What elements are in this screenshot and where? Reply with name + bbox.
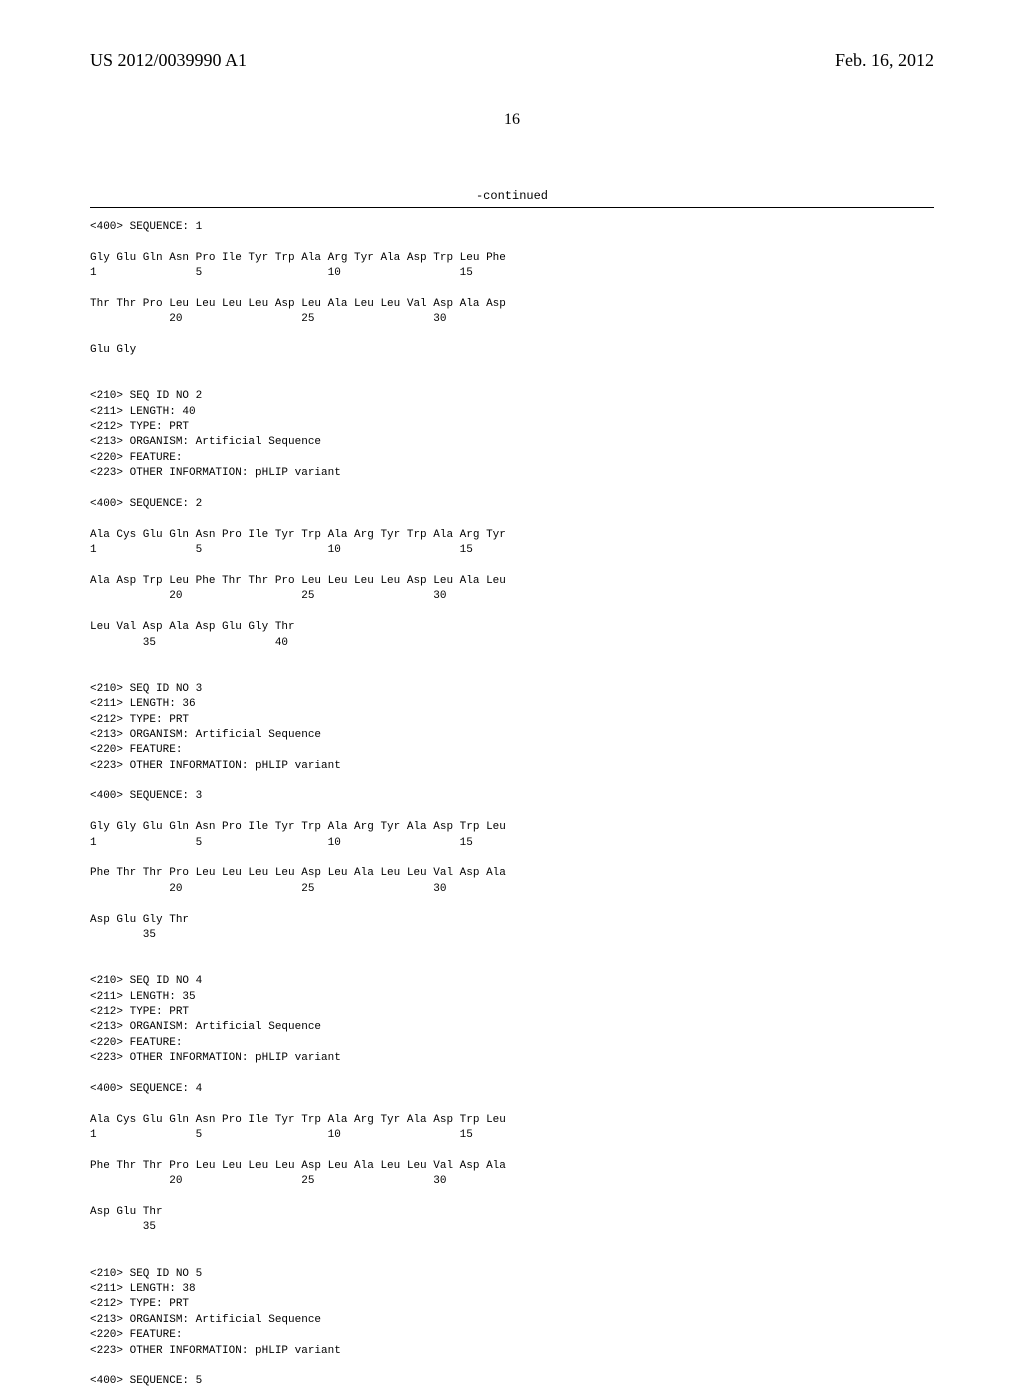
page-number: 16 [90,111,934,129]
publication-number: US 2012/0039990 A1 [90,50,247,71]
divider-line [90,207,934,208]
continued-label: -continued [90,189,934,203]
document-header: US 2012/0039990 A1 Feb. 16, 2012 [90,50,934,71]
sequence-listing: <400> SEQUENCE: 1 Gly Glu Gln Asn Pro Il… [90,220,934,1390]
publication-date: Feb. 16, 2012 [835,50,934,71]
